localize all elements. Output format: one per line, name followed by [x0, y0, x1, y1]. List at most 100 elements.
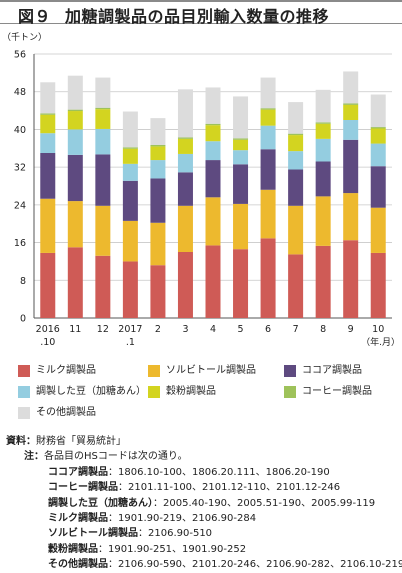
- bar-segment: [370, 128, 386, 144]
- legend-swatch: [148, 386, 160, 398]
- bar-segment: [370, 252, 386, 318]
- bar-segment: [260, 108, 276, 110]
- bar-segment: [315, 196, 331, 246]
- bar-segment: [205, 87, 221, 124]
- legend-swatch: [18, 386, 30, 398]
- bar-segment: [315, 123, 331, 139]
- bar-segment: [40, 252, 56, 318]
- x-tick-label: 4: [210, 324, 216, 335]
- bar-segment: [40, 82, 56, 114]
- x-tick-label: 9: [348, 324, 354, 335]
- bar-segment: [205, 245, 221, 318]
- bar-segment: [122, 148, 138, 164]
- bar-segment: [122, 220, 138, 262]
- bar-segment: [343, 120, 359, 140]
- bar-segment: [370, 207, 386, 253]
- bar-segment: [370, 166, 386, 208]
- bar-segment: [315, 122, 331, 124]
- x-tick-sublabel: .10: [40, 337, 55, 348]
- bar-segment: [288, 205, 304, 255]
- y-tick-label: 56: [14, 50, 26, 61]
- note-line: 注：各品目のHSコードは次の通り。: [6, 449, 402, 464]
- bar-segment: [177, 138, 193, 154]
- note-text: 各品目のHSコードは次の通り。: [44, 451, 188, 463]
- bar-segment: [40, 113, 56, 115]
- bar-segment: [95, 255, 111, 318]
- legend-swatch: [148, 365, 160, 377]
- legend-label: ミルク調製品: [36, 365, 96, 376]
- hs-code-item-name: 調製した豆（加糖あん）: [48, 497, 153, 509]
- bar-segment: [343, 193, 359, 241]
- bar-segment: [150, 265, 166, 318]
- bar-segment: [370, 94, 386, 128]
- bar-segment: [95, 107, 111, 110]
- bar-segment: [205, 160, 221, 198]
- bar-segment: [370, 127, 386, 129]
- legend-swatch: [18, 365, 30, 377]
- notes-section: 資料：財務省「貿易統計」 注：各品目のHSコードは次の通り。 ココア調製品：18…: [6, 434, 402, 573]
- bar-segment: [177, 89, 193, 138]
- bar-segment: [343, 104, 359, 120]
- bar-segment: [260, 149, 276, 190]
- bar-segment: [288, 169, 304, 206]
- x-tick-label: 6: [265, 324, 271, 335]
- x-tick-sublabel: .1: [126, 337, 135, 348]
- legend-item: その他調製品: [18, 406, 96, 420]
- hs-code-item-name: ソルビトール調製品: [48, 528, 138, 540]
- hs-code-values: ：1901.90-219、2106.90-284: [108, 513, 257, 525]
- source-text: 財務省「貿易統計」: [36, 436, 126, 447]
- bar-segment: [205, 197, 221, 246]
- legend-label: コーヒー調製品: [302, 386, 372, 397]
- bar-segment: [260, 77, 276, 109]
- bar-segment: [40, 133, 56, 153]
- hs-code-item-name: コーヒー調製品: [48, 482, 118, 494]
- legend-item: 穀粉調製品: [148, 385, 216, 399]
- hs-code-item-name: ココア調製品: [48, 466, 108, 478]
- source-label: 資料：: [6, 436, 36, 447]
- bar-segment: [67, 129, 83, 155]
- bar-segment: [150, 178, 166, 223]
- y-tick-label: 32: [14, 163, 26, 174]
- bar-segment: [95, 154, 111, 206]
- bar-segment: [343, 103, 359, 105]
- bar-segment: [67, 247, 83, 318]
- bar-segment: [260, 125, 276, 150]
- bar-segment: [177, 137, 193, 139]
- bar-segment: [67, 154, 83, 202]
- bar-segment: [288, 135, 304, 152]
- bar-segment: [122, 163, 138, 181]
- bar-segment: [233, 203, 249, 250]
- y-tick-label: 0: [20, 314, 26, 325]
- bar-segment: [150, 146, 166, 161]
- legend-item: ミルク調製品: [18, 364, 96, 378]
- hs-code-item-name: その他調製品: [48, 559, 108, 571]
- bar-segment: [95, 77, 111, 108]
- legend-label: ソルビトール調製品: [166, 365, 256, 376]
- bar-segment: [288, 102, 304, 134]
- y-axis-unit-label: （千トン）: [2, 32, 47, 43]
- bar-segment: [343, 139, 359, 194]
- bar-segment: [177, 205, 193, 252]
- x-tick-label: 12: [97, 324, 109, 335]
- x-tick-label: 7: [293, 324, 299, 335]
- x-tick-label: 3: [182, 324, 188, 335]
- bar-segment: [343, 240, 359, 318]
- hs-code-line: コーヒー調製品：2101.11-100、2101.12-110、2101.12-…: [6, 480, 402, 495]
- bar-segment: [205, 141, 221, 161]
- legend-item: コーヒー調製品: [284, 385, 372, 399]
- y-tick-label: 24: [14, 200, 26, 211]
- title-text: 加糖調製品の品目別輸入数量の推移: [65, 7, 330, 26]
- bar-segment: [315, 138, 331, 162]
- bar-segment: [122, 261, 138, 318]
- chart-title: 図９ 加糖調製品の品目別輸入数量の推移: [18, 3, 329, 27]
- bar-segment: [67, 75, 83, 110]
- figure-number: 図９: [18, 7, 52, 26]
- legend-swatch: [18, 407, 30, 419]
- bar-segment: [233, 138, 249, 140]
- y-tick-label: 40: [14, 125, 26, 136]
- note-label: 注：: [24, 451, 44, 463]
- hs-code-values: ：1806.10-100、1806.20.111、1806.20-190: [108, 466, 330, 478]
- bar-segment: [260, 109, 276, 126]
- bar-segment: [233, 164, 249, 204]
